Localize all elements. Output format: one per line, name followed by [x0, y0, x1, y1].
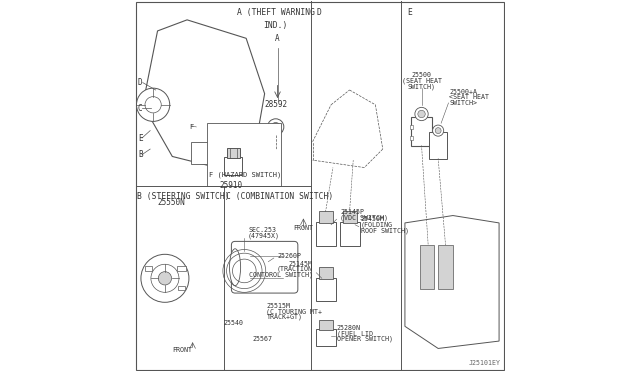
Text: E: E — [407, 8, 412, 17]
FancyBboxPatch shape — [319, 211, 333, 223]
Bar — [178, 286, 185, 290]
Text: TRACK+GT): TRACK+GT) — [266, 314, 303, 320]
Text: D: D — [138, 78, 143, 87]
Circle shape — [268, 119, 284, 135]
FancyBboxPatch shape — [319, 267, 333, 279]
Text: (FUEL LID: (FUEL LID — [337, 330, 372, 337]
Bar — [438, 245, 453, 289]
Circle shape — [145, 97, 161, 113]
Circle shape — [141, 254, 189, 302]
Bar — [207, 123, 281, 186]
Circle shape — [435, 128, 441, 134]
Text: SEC.253: SEC.253 — [248, 227, 276, 233]
Ellipse shape — [230, 249, 241, 286]
Circle shape — [158, 272, 172, 285]
Circle shape — [415, 108, 428, 121]
Text: 25910: 25910 — [220, 182, 243, 190]
Bar — [177, 266, 186, 271]
Text: 25280N: 25280N — [337, 325, 360, 331]
FancyBboxPatch shape — [316, 278, 335, 301]
FancyBboxPatch shape — [316, 222, 335, 246]
Text: (C.TOURING MT+: (C.TOURING MT+ — [266, 308, 323, 315]
Text: FRONT: FRONT — [293, 225, 314, 231]
FancyBboxPatch shape — [411, 116, 432, 147]
Text: F (HAZARD SWITCH): F (HAZARD SWITCH) — [209, 171, 282, 178]
Text: SWITCH): SWITCH) — [408, 83, 436, 90]
Text: <SEAT HEAT: <SEAT HEAT — [449, 94, 489, 100]
Polygon shape — [191, 142, 216, 164]
Text: 25260P: 25260P — [278, 253, 301, 259]
Circle shape — [271, 122, 280, 131]
Text: B (STEERING SWITCH): B (STEERING SWITCH) — [137, 192, 230, 201]
Text: (TRACTION: (TRACTION — [276, 266, 312, 272]
Polygon shape — [405, 215, 499, 349]
Text: 25567: 25567 — [253, 336, 273, 342]
FancyBboxPatch shape — [340, 222, 360, 246]
Text: E: E — [138, 134, 143, 142]
Text: J25101EY: J25101EY — [468, 360, 500, 366]
Text: 25550N: 25550N — [157, 198, 186, 207]
FancyBboxPatch shape — [429, 132, 447, 160]
Text: SWITCH>: SWITCH> — [449, 100, 477, 106]
FancyBboxPatch shape — [232, 241, 298, 293]
Text: (FOLDING: (FOLDING — [360, 221, 392, 228]
Text: (SEAT HEAT: (SEAT HEAT — [401, 77, 442, 84]
Bar — [410, 125, 413, 129]
Text: B: B — [138, 150, 143, 159]
Text: 25540: 25540 — [223, 320, 243, 326]
FancyBboxPatch shape — [319, 320, 333, 330]
Text: D: D — [316, 8, 321, 17]
Text: A (THEFT WARNING: A (THEFT WARNING — [237, 8, 315, 17]
Text: 28592: 28592 — [264, 100, 287, 109]
Text: CONTOROL SWITCH): CONTOROL SWITCH) — [248, 271, 312, 278]
Text: C: C — [138, 104, 143, 113]
Text: FRONT: FRONT — [173, 347, 193, 353]
FancyBboxPatch shape — [225, 157, 242, 174]
Circle shape — [151, 264, 179, 292]
FancyBboxPatch shape — [316, 329, 335, 346]
Circle shape — [418, 110, 425, 118]
Text: OPENER SWITCH): OPENER SWITCH) — [337, 336, 392, 343]
Bar — [420, 245, 435, 289]
Text: (VDC SWITCH): (VDC SWITCH) — [340, 214, 388, 221]
Text: A: A — [275, 34, 280, 43]
FancyBboxPatch shape — [342, 211, 356, 223]
Text: IND.): IND.) — [264, 21, 288, 30]
Text: 25515M: 25515M — [266, 303, 291, 309]
Text: 25500: 25500 — [412, 72, 431, 78]
Text: (47945X): (47945X) — [248, 232, 280, 239]
Text: 25145P: 25145P — [340, 209, 364, 215]
Text: 25500+A: 25500+A — [449, 89, 477, 95]
FancyBboxPatch shape — [227, 148, 240, 158]
Bar — [410, 136, 413, 140]
Text: ROOF SWITCH): ROOF SWITCH) — [360, 227, 408, 234]
Text: C (COMBINATION SWITCH): C (COMBINATION SWITCH) — [226, 192, 333, 201]
Text: F: F — [189, 124, 193, 130]
Polygon shape — [143, 20, 264, 167]
Text: 25145M: 25145M — [289, 260, 312, 266]
Circle shape — [433, 125, 444, 136]
Bar — [145, 266, 152, 271]
Text: 25450M: 25450M — [360, 216, 385, 222]
Circle shape — [136, 88, 170, 121]
